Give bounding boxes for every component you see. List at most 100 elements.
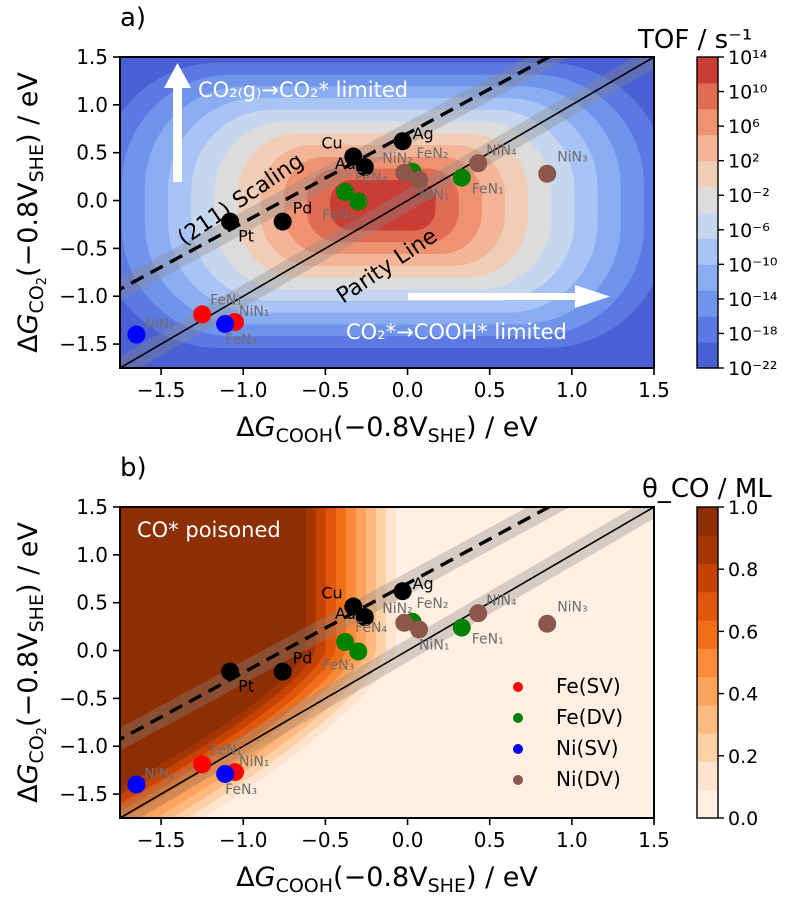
panel-a-label: a) <box>120 3 146 33</box>
point-FeN-marker <box>349 192 368 211</box>
colorbar-tick-label: 10⁶ <box>728 116 760 138</box>
point-Cu-marker <box>344 597 363 616</box>
coverage-contours <box>120 507 654 818</box>
y-tick-label: −0.5 <box>59 686 108 710</box>
colorbar-tick-label: 0.6 <box>728 621 758 643</box>
y-tick-label: −1.5 <box>59 332 108 356</box>
legend-label: Ni(SV) <box>556 736 619 760</box>
x-axis-label: ΔGCOOH(−0.8VSHE) / eV <box>236 412 538 447</box>
point-label: NiN₂ <box>382 601 412 617</box>
colorbar-segment <box>697 789 718 819</box>
point-Cu-marker <box>344 147 363 166</box>
point-label: FeN₂ <box>416 146 448 162</box>
scaling-line <box>120 57 553 292</box>
x-tick-label: −1.5 <box>137 828 186 852</box>
legend-marker <box>513 775 523 785</box>
point-label: Ag <box>413 574 434 593</box>
point-Pt-marker <box>221 212 240 231</box>
point-FeN-marker <box>336 632 355 651</box>
colorbar-segment <box>697 676 718 706</box>
point-FeN-marker <box>336 182 355 201</box>
point-label: Cu <box>321 134 342 153</box>
point-Ag-marker <box>393 582 412 601</box>
point-label: Au <box>335 154 356 173</box>
point-NiN-marker <box>538 164 557 183</box>
colorbar-tick-label: 0.4 <box>728 684 758 706</box>
point-label: NiN₂ <box>144 767 174 783</box>
x-axis-label: ΔGCOOH(−0.8VSHE) / eV <box>236 862 538 897</box>
y-tick-label: −1.0 <box>59 734 108 758</box>
x-tick-label: −0.5 <box>301 828 350 852</box>
panel-b-label: b) <box>120 453 147 483</box>
point-NiN-marker <box>127 775 146 794</box>
colorbar-tick-label: 10¹⁰ <box>728 82 767 104</box>
point-NiN-marker <box>410 620 429 639</box>
colorbar-tick-label: 10² <box>728 151 760 173</box>
point-label: FeN₃ <box>322 657 354 673</box>
point-label: FeN₃ <box>322 207 354 223</box>
colorbar-tick-label: 0.0 <box>728 808 758 830</box>
poisoned-label: CO* poisoned <box>137 518 281 542</box>
point-label: NiN₁ <box>419 187 449 203</box>
colorbar-segment <box>697 761 718 791</box>
colorbar-tick-label: 10⁻¹⁴ <box>728 289 778 311</box>
colorbar-segment <box>697 290 718 317</box>
y-tick-label: 1.0 <box>76 93 108 117</box>
point-label: FeN₁ <box>210 292 242 308</box>
legend-marker <box>513 744 523 754</box>
bottom-arrow-label: CO₂*→COOH* limited <box>346 320 567 344</box>
line-band <box>120 507 571 751</box>
plot-frame-b <box>119 506 655 819</box>
y-tick-label: −0.5 <box>59 236 108 260</box>
point-NiN-marker <box>395 613 414 632</box>
point-FeN-marker <box>193 305 212 324</box>
point-NiN-marker <box>410 170 429 189</box>
point-NiN-marker <box>469 154 488 173</box>
y-tick-label: −1.5 <box>59 782 108 806</box>
point-label: Pd <box>293 199 313 218</box>
point-label: NiN₄ <box>486 593 517 609</box>
tof-contours <box>120 57 654 368</box>
point-FeN-marker <box>216 764 235 783</box>
top-arrow-label: CO₂₍g₎→CO₂* limited <box>198 78 408 102</box>
point-label: Cu <box>321 584 342 603</box>
x-tick-label: −0.5 <box>301 378 350 402</box>
legend: Fe(SV) Fe(DV) Ni(SV) Ni(DV) <box>513 674 623 791</box>
colorbar-segment <box>697 591 718 621</box>
colorbar-segment <box>697 212 718 239</box>
annotations-b: CO* poisoned <box>137 518 281 542</box>
colorbar-segment <box>697 733 718 762</box>
colorbar-segment <box>697 535 718 565</box>
point-label: NiN₁ <box>239 304 269 320</box>
point-FeN-marker <box>216 314 235 333</box>
point-label: NiN₁ <box>419 637 449 653</box>
arrow-right-shaft <box>408 293 580 300</box>
y-tick-label: 0.5 <box>76 591 108 615</box>
point-FeN-marker <box>452 168 471 187</box>
colorbar-tick-label: 0.2 <box>728 746 758 768</box>
point-Au-marker <box>355 158 374 177</box>
colorbar-segment <box>697 264 718 291</box>
x-tick-label: 1.5 <box>638 828 670 852</box>
point-Pd-marker <box>273 212 292 231</box>
colorbar-tof: 10¹⁴ 10¹⁰ 10⁶ 10² 10⁻² 10⁻⁶ 10⁻¹⁰ 10⁻¹⁴ 10⁻¹⁸ 10⁻… <box>637 25 778 380</box>
colorbar-tick-label: 10⁻¹⁰ <box>728 254 777 276</box>
x-tick-label: 1.0 <box>556 828 588 852</box>
y-tick-label: 1.5 <box>76 495 108 519</box>
colorbar-segment <box>697 238 718 265</box>
legend-label: Fe(SV) <box>556 674 621 698</box>
x-tick-label: 0.5 <box>474 378 506 402</box>
colorbar-segment <box>697 563 718 593</box>
point-label: FeN₁ <box>210 742 242 758</box>
y-tick-label: 0.0 <box>76 639 108 663</box>
x-tick-label: 0.5 <box>474 828 506 852</box>
point-label: Pt <box>238 227 254 246</box>
y-tick-label: −1.0 <box>59 284 108 308</box>
colorbar-tick-label: 10⁻² <box>728 185 770 207</box>
axes-a: −1.5 −1.0 −0.5 0.0 0.5 1.0 1.5 1.5 1.0 0.5 0.0 −0.5… <box>13 45 670 447</box>
colorbar-tick-label: 10¹⁴ <box>728 47 768 69</box>
point-Pd-marker <box>273 662 292 681</box>
